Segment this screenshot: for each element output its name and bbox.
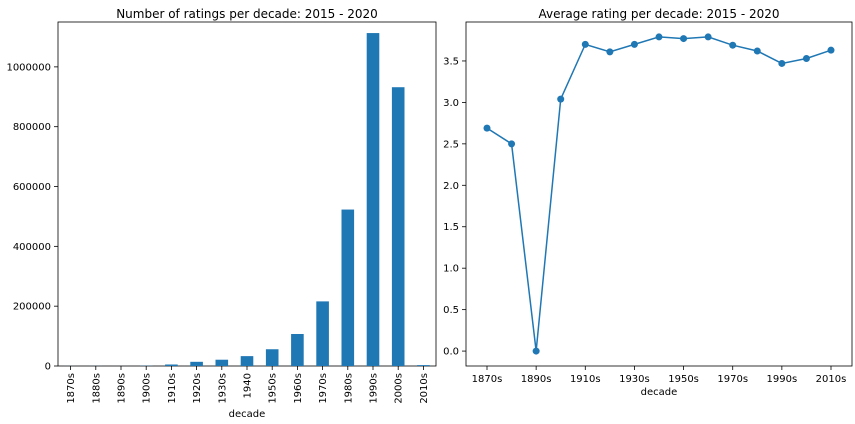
y-tick-label: 3.0 bbox=[443, 98, 459, 109]
x-tick-label: 1950s bbox=[668, 374, 699, 385]
x-tick-label: 1890s bbox=[117, 373, 128, 404]
y-tick-label: 3.5 bbox=[443, 56, 459, 67]
data-point bbox=[680, 35, 688, 43]
line-chart-x-axis-label: decade bbox=[641, 387, 678, 398]
y-tick-label: 0.0 bbox=[443, 347, 459, 358]
x-tick-label: 1930s bbox=[619, 374, 650, 385]
bar bbox=[190, 361, 203, 366]
data-point bbox=[581, 40, 589, 48]
bar-chart-y-axis: 0 200000 400000 600000 800000 1000000 bbox=[6, 62, 58, 373]
x-tick-label: 2000s bbox=[394, 373, 405, 404]
x-tick-label: 1900s bbox=[142, 373, 153, 404]
bar bbox=[316, 301, 329, 366]
bar bbox=[366, 33, 380, 367]
line-chart-plot-area bbox=[465, 21, 853, 367]
line-chart-series bbox=[483, 33, 835, 355]
bar bbox=[341, 209, 355, 366]
x-tick-label: 1890s bbox=[521, 374, 552, 385]
data-point bbox=[655, 33, 663, 41]
data-point bbox=[778, 59, 786, 67]
y-tick-label: 2.5 bbox=[443, 139, 459, 150]
y-tick-label: 800000 bbox=[13, 122, 51, 133]
x-tick-label: 1980s bbox=[343, 373, 354, 404]
bar bbox=[391, 87, 405, 366]
x-tick-label: 1920s bbox=[192, 373, 203, 404]
y-tick-label: 0.5 bbox=[443, 305, 459, 316]
y-tick-label: 400000 bbox=[13, 242, 51, 253]
data-point bbox=[508, 140, 516, 148]
x-tick-label: 1910s bbox=[167, 373, 178, 404]
data-point bbox=[729, 41, 737, 49]
data-point bbox=[827, 46, 835, 54]
x-tick-label: 1990s bbox=[767, 374, 798, 385]
data-point bbox=[557, 95, 565, 103]
y-tick-label: 2.0 bbox=[443, 181, 459, 192]
bar bbox=[215, 359, 229, 366]
x-tick-label: 1960s bbox=[293, 373, 304, 404]
bar bbox=[165, 364, 178, 366]
x-tick-label: 2010s bbox=[816, 374, 847, 385]
bar-chart-panel: Number of ratings per decade: 2015 - 202… bbox=[6, 7, 437, 420]
x-tick-label: 2010s bbox=[419, 373, 430, 404]
data-point bbox=[802, 54, 810, 62]
bar-chart-bars bbox=[64, 33, 430, 367]
x-tick-label: 1940 bbox=[243, 373, 254, 398]
y-tick-label: 1.0 bbox=[443, 264, 459, 275]
data-point bbox=[704, 33, 712, 41]
bar bbox=[240, 356, 254, 366]
x-tick-label: 1870s bbox=[472, 374, 503, 385]
y-tick-label: 1000000 bbox=[6, 62, 51, 73]
x-tick-label: 1990s bbox=[369, 373, 380, 404]
x-tick-label: 1970s bbox=[717, 374, 748, 385]
x-tick-label: 1970s bbox=[318, 373, 329, 404]
line-chart-y-axis: 0.0 0.5 1.0 1.5 2.0 2.5 3.0 3.5 bbox=[443, 56, 466, 358]
series-line bbox=[486, 36, 832, 352]
data-point bbox=[483, 124, 491, 132]
data-point bbox=[630, 40, 638, 48]
y-tick-label: 1.5 bbox=[443, 222, 459, 233]
x-tick-label: 1870s bbox=[66, 373, 77, 404]
x-tick-label: 1880s bbox=[91, 373, 102, 404]
line-chart-title: Average rating per decade: 2015 - 2020 bbox=[538, 7, 779, 21]
bar bbox=[265, 349, 279, 366]
line-chart-panel: Average rating per decade: 2015 - 2020 0… bbox=[443, 7, 853, 398]
bar-chart-title: Number of ratings per decade: 2015 - 202… bbox=[116, 7, 378, 21]
bar-chart-x-axis: 1870s 1880s 1890s 1900s 1910s 1920s 1930s 1940 1… bbox=[66, 366, 430, 404]
x-tick-label: 1910s bbox=[570, 374, 601, 385]
x-tick-label: 1930s bbox=[217, 373, 228, 404]
y-tick-label: 600000 bbox=[13, 182, 51, 193]
x-tick-label: 1950s bbox=[268, 373, 279, 404]
bar-chart-x-axis-label: decade bbox=[229, 409, 266, 420]
bar bbox=[417, 365, 430, 366]
line-chart-x-axis: 1870s 1890s 1910s 1930s 1950s 1970s 1990s 2010s bbox=[472, 366, 847, 385]
data-point bbox=[532, 347, 540, 355]
data-point bbox=[606, 48, 614, 56]
y-tick-label: 200000 bbox=[13, 302, 51, 313]
bar bbox=[291, 333, 304, 366]
y-tick-label: 0 bbox=[45, 362, 51, 373]
data-point bbox=[753, 47, 761, 55]
